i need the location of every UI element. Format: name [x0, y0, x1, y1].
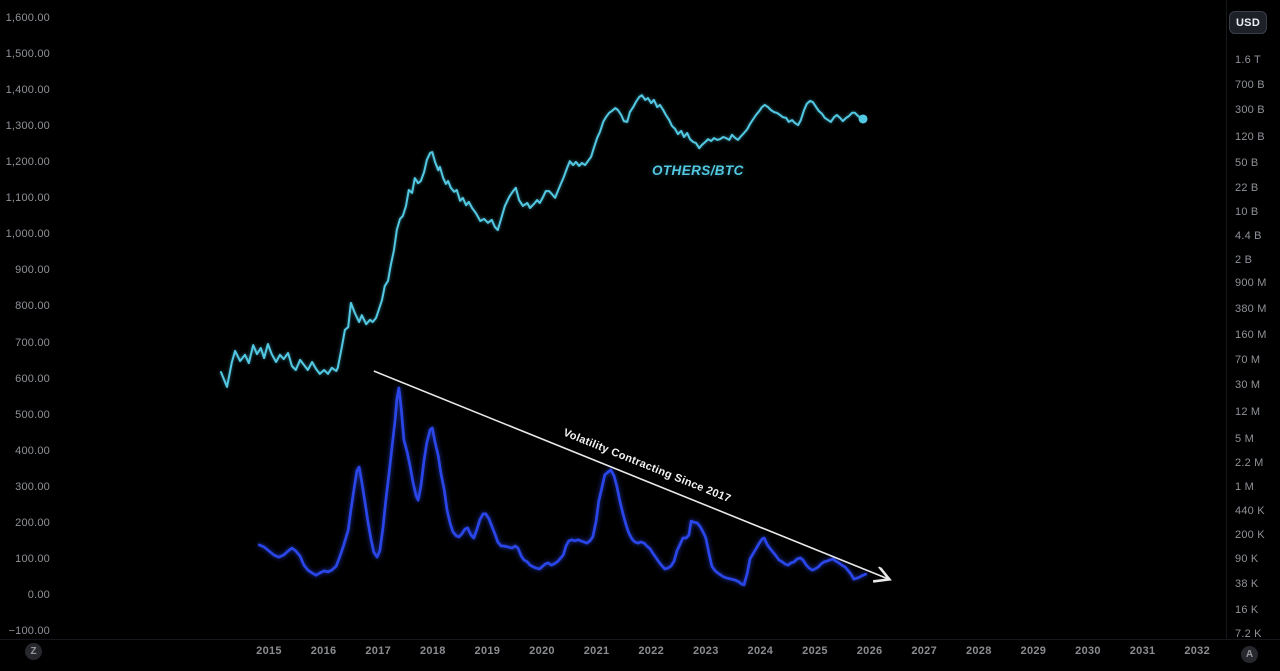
left-axis-tick: 1,000.00: [5, 228, 50, 241]
auto-scale-badge[interactable]: A: [1241, 646, 1258, 663]
year-label: 2028: [965, 645, 992, 657]
others-btc-line: [220, 94, 864, 388]
right-axis-tick: 440 K: [1235, 505, 1265, 518]
left-axis-tick: 1,100.00: [5, 192, 50, 205]
year-label: 2024: [747, 645, 774, 657]
right-axis-tick: 10 B: [1235, 205, 1259, 218]
right-axis-tick: 30 M: [1235, 379, 1261, 392]
right-axis-tick: 22 B: [1235, 182, 1259, 194]
trendline-arrow[interactable]: [373, 370, 889, 579]
left-axis-tick: 900.00: [15, 264, 50, 277]
year-label: 2032: [1184, 645, 1211, 657]
left-axis-tick: 400.00: [15, 444, 50, 457]
right-axis-tick: 38 K: [1235, 578, 1259, 591]
series-end-dot: [858, 114, 868, 124]
year-label: 2015: [256, 645, 282, 657]
right-axis-tick: 90 K: [1235, 552, 1259, 565]
year-label: 2017: [365, 645, 392, 657]
right-axis-tick: 160 M: [1235, 329, 1267, 342]
year-label: 2021: [583, 645, 610, 657]
right-axis-tick: 1 M: [1235, 480, 1254, 493]
left-axis-tick: 200.00: [15, 516, 50, 529]
right-axis-tick: 2 B: [1235, 253, 1253, 266]
right-axis-tick: 50 B: [1235, 157, 1259, 170]
time-axis-divider: [0, 639, 1280, 640]
year-label: 2025: [802, 645, 828, 657]
left-axis-tick: 1,300.00: [5, 120, 50, 133]
year-label: 2016: [310, 645, 337, 657]
right-axis-tick: 4.4 B: [1235, 230, 1262, 243]
left-axis-tick: 0.00: [27, 589, 50, 601]
year-label: 2030: [1075, 645, 1101, 657]
time-axis[interactable]: 2015 2016 2017 2018 2019 2020 2021 2022 2023 2024…: [0, 640, 1280, 671]
right-axis-tick: 70 M: [1235, 353, 1261, 366]
price-axis-divider: [1226, 0, 1227, 639]
year-label: 2023: [692, 645, 719, 657]
year-label: 2019: [474, 645, 501, 657]
right-axis-tick: 7.2 K: [1235, 627, 1262, 640]
left-axis-tick: 100.00: [15, 552, 50, 565]
right-axis-tick: 2.2 M: [1235, 457, 1264, 470]
year-label: 2022: [638, 645, 665, 657]
left-axis-tick: 600.00: [15, 372, 50, 385]
left-axis-tick: 500.00: [15, 408, 50, 421]
year-label: 2018: [419, 645, 446, 657]
right-axis-tick: 120 B: [1235, 131, 1265, 144]
currency-usd-button[interactable]: USD: [1229, 11, 1267, 34]
year-label: 2029: [1020, 645, 1047, 657]
right-axis-tick: 12 M: [1235, 406, 1261, 419]
right-axis-tick: 1.6 T: [1235, 54, 1261, 66]
year-label: 2020: [529, 645, 555, 657]
right-axis-tick: 700 B: [1235, 78, 1265, 91]
left-axis-tick: 1,400.00: [5, 84, 50, 97]
right-axis-tick: 380 M: [1235, 303, 1267, 316]
left-axis-tick: 1,500.00: [5, 48, 50, 61]
right-axis-tick: 900 M: [1235, 277, 1267, 290]
timezone-badge[interactable]: Z: [25, 643, 42, 660]
left-axis-tick: 1,600.00: [5, 11, 50, 24]
left-axis-tick: 800.00: [15, 300, 50, 313]
right-axis-tick: 16 K: [1235, 604, 1259, 617]
year-label: 2031: [1129, 645, 1156, 657]
series-label-others-btc: OTHERS/BTC: [652, 163, 744, 178]
left-axis-tick: 1,200.00: [5, 156, 50, 169]
left-axis-tick: 700.00: [15, 336, 50, 349]
right-axis-tick: 300 B: [1235, 103, 1265, 116]
volatility-line: [257, 386, 868, 587]
right-axis-tick: 5 M: [1235, 432, 1254, 445]
left-axis-tick: 300.00: [15, 480, 50, 493]
year-label: 2027: [911, 645, 938, 657]
left-axis-tick: −100.00: [8, 625, 50, 638]
year-label: 2026: [856, 645, 883, 657]
left-price-axis[interactable]: 1,600.00 1,500.00 1,400.00 1,300.00 1,200.00…: [0, 0, 56, 640]
right-axis-tick: 200 K: [1235, 528, 1265, 541]
right-price-axis[interactable]: 1.6 T 700 B 300 B 120 B 50 B 22 B 10 B 4.4 B 2 B…: [1228, 0, 1280, 640]
